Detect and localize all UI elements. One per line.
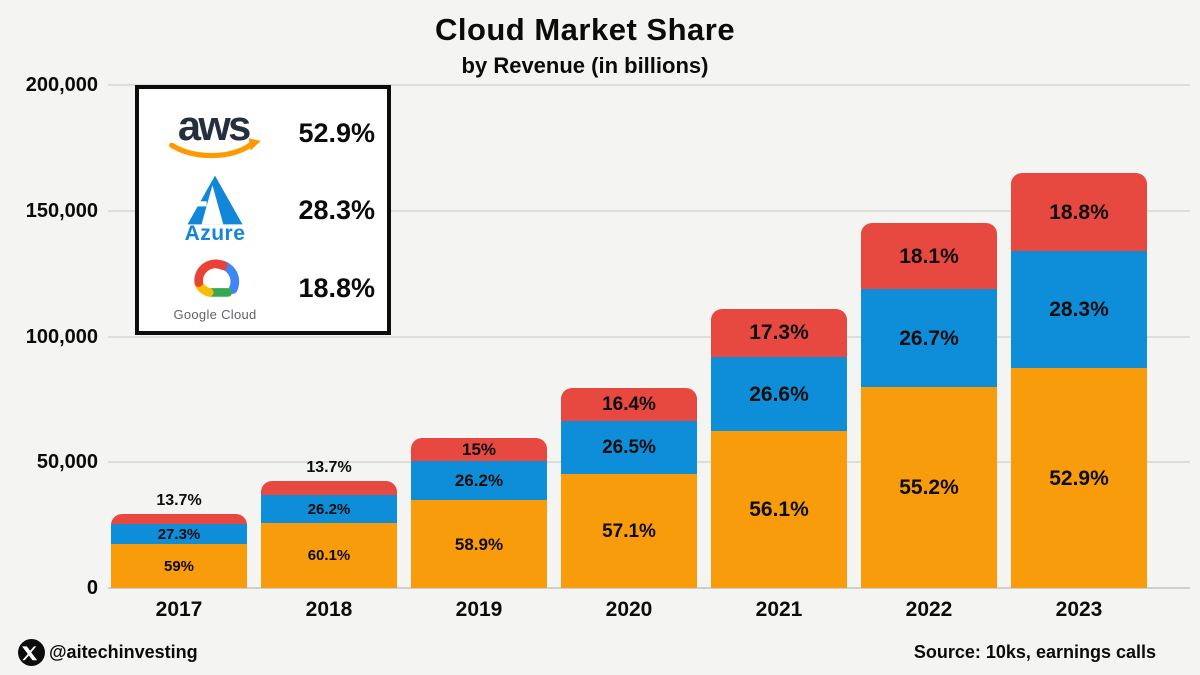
segment-google-cloud-2022: 18.1% [861,223,997,290]
segment-aws-2019: 58.9% [411,499,547,588]
segment-aws-2022: 55.2% [861,386,997,588]
segment-aws-2021: 56.1% [711,431,847,588]
legend-share-google-cloud: 18.8% [298,272,375,303]
azure-logo-icon [183,176,243,225]
chart-subtitle: by Revenue (in billions) [461,53,709,78]
segment-aws-2020: 57.1% [561,473,697,588]
legend-share-aws: 52.9% [298,118,375,149]
label-google-cloud-2020: 16.4% [602,394,656,415]
author-handle: @aitechinvesting [18,639,198,666]
x-tick-label-2022: 2022 [905,598,953,621]
label-above-google-cloud-2018: 13.7% [306,458,352,476]
segment-azure-2019: 26.2% [411,460,547,500]
label-google-cloud-2022: 18.1% [899,244,959,268]
aws-logo-icon: aws [169,107,261,158]
azure-logo: Azure [149,175,281,246]
segment-google-cloud-2017 [111,513,247,524]
x-tick-label-2021: 2021 [755,598,803,621]
label-azure-2023: 28.3% [1049,298,1109,322]
google-cloud-wordmark: Google Cloud [173,306,257,322]
gridline-200000 [108,84,1190,86]
label-azure-2020: 26.5% [602,436,656,458]
x-tick-label-2018: 2018 [305,598,353,621]
x-axis-labels: 2017 2018 2019 2020 2021 2022 2023 [104,598,1154,622]
stacked-bar-2018: 26.2% 60.1% [261,480,397,588]
label-aws-2021: 56.1% [749,498,809,522]
x-twitter-icon [18,639,45,666]
y-tick-label-150000: 150,000 [25,199,98,222]
label-aws-2020: 57.1% [602,520,656,542]
label-google-cloud-2023: 18.8% [1049,200,1109,224]
legend-row-google-cloud: Google Cloud 18.8% [149,250,377,327]
label-aws-2018: 60.1% [307,547,351,565]
y-tick-label-100000: 100,000 [25,325,98,348]
stacked-bar-2021: 17.3% 26.6% 56.1% [711,308,847,588]
segment-azure-2021: 26.6% [711,357,847,432]
label-aws-2022: 55.2% [899,475,959,499]
label-google-cloud-2019: 15% [461,440,497,460]
bar-column-2020: 16.4% 26.5% 57.1% [554,85,704,588]
azure-wordmark: Azure [184,222,246,246]
bars-container: 13.7% 27.3% 59% 13.7% 26.2% 60.1% 15% 26.2% 58.9… [104,85,1154,588]
segment-google-cloud-2019: 15% [411,438,547,461]
label-aws-2023: 52.9% [1049,466,1109,490]
y-tick-label-200000: 200,000 [25,74,98,96]
bar-column-2022: 18.1% 26.7% 55.2% [854,85,1004,588]
y-tick-label-50000: 50,000 [36,451,98,474]
segment-azure-2022: 26.7% [861,289,997,387]
x-tick-label-2020: 2020 [605,598,653,621]
handle-text: @aitechinvesting [49,642,198,662]
aws-logo-text: aws [178,107,250,149]
segment-aws-2017: 59% [111,544,247,588]
stacked-bar-2022: 18.1% 26.7% 55.2% [861,223,997,588]
stacked-bar-2019: 15% 26.2% 58.9% [411,438,547,588]
label-azure-2019: 26.2% [454,470,504,490]
bar-column-2021: 17.3% 26.6% 56.1% [704,85,854,588]
label-google-cloud-2021: 17.3% [749,321,809,345]
label-aws-2017: 59% [163,557,195,575]
segment-azure-2017: 27.3% [111,524,247,545]
stacked-bar-2017: 27.3% 59% [111,513,247,588]
y-tick-label-0: 0 [86,577,98,599]
legend-row-azure: Azure 28.3% [149,172,377,249]
gridline-150000 [108,209,1190,212]
bar-column-2023: 18.8% 28.3% 52.9% [1004,85,1154,588]
aws-smile-icon [169,141,254,158]
chart-title: Cloud Market Share [434,12,736,47]
bar-column-2019: 15% 26.2% 58.9% [404,85,554,588]
x-tick-label-2019: 2019 [455,598,503,621]
x-axis-baseline [108,587,1190,589]
stacked-bar-2020: 16.4% 26.5% 57.1% [561,388,697,588]
segment-azure-2018: 26.2% [261,495,397,524]
segment-azure-2023: 28.3% [1011,251,1147,369]
google-cloud-logo: Google Cloud [149,255,281,322]
stacked-bar-2023: 18.8% 28.3% 52.9% [1011,173,1147,588]
label-aws-2019: 58.9% [454,534,504,554]
label-azure-2021: 26.6% [749,382,809,406]
segment-google-cloud-2023: 18.8% [1011,173,1147,251]
legend-box: aws 52.9% Azure 28.3% [135,85,391,335]
label-above-google-cloud-2017: 13.7% [156,491,202,509]
gridline-100000 [108,335,1190,338]
label-azure-2017: 27.3% [157,525,201,543]
segment-google-cloud-2020: 16.4% [561,388,697,421]
segment-google-cloud-2021: 17.3% [711,308,847,358]
source-text: Source: 10ks, earnings calls [913,642,1156,662]
google-cloud-logo-icon [194,259,240,297]
label-azure-2022: 26.7% [899,326,959,350]
segment-google-cloud-2018 [261,480,397,496]
aws-logo: aws [149,107,281,161]
bar-column-2017: 13.7% 27.3% 59% [104,85,254,588]
x-tick-label-2017: 2017 [155,598,203,621]
label-azure-2018: 26.2% [307,500,351,518]
legend-row-aws: aws 52.9% [149,95,377,172]
segment-aws-2018: 60.1% [261,523,397,588]
legend-share-azure: 28.3% [298,195,375,226]
x-tick-label-2023: 2023 [1055,598,1103,621]
aws-smile-arrow [248,137,261,151]
segment-azure-2020: 26.5% [561,420,697,474]
bar-column-2018: 13.7% 26.2% 60.1% [254,85,404,588]
segment-aws-2023: 52.9% [1011,368,1147,588]
